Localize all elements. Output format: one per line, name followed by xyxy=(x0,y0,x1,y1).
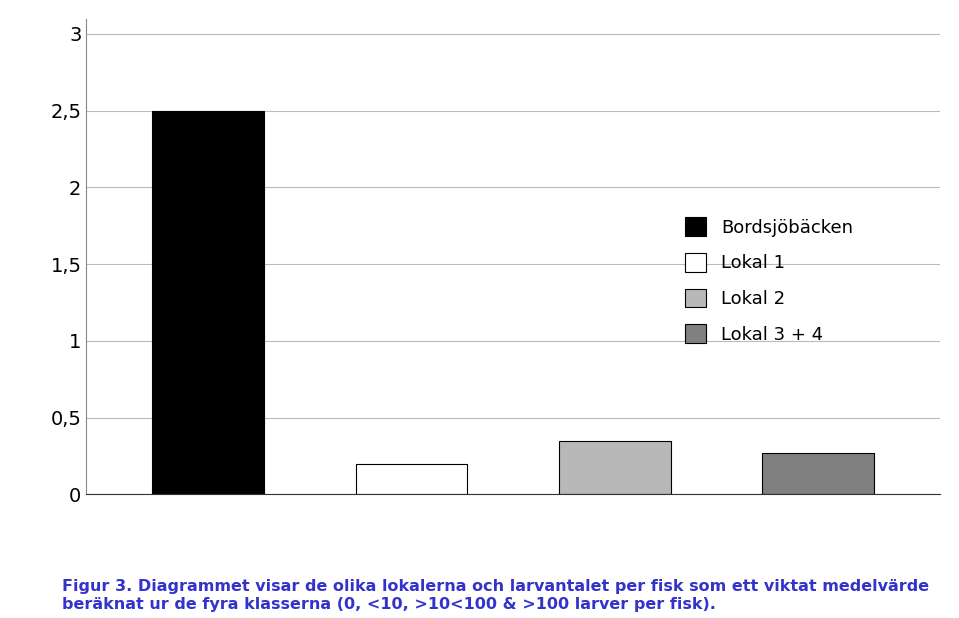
Bar xyxy=(559,441,670,494)
Bar xyxy=(152,111,264,494)
Bar xyxy=(762,453,874,494)
Legend: Bordsjöbäcken, Lokal 1, Lokal 2, Lokal 3 + 4: Bordsjöbäcken, Lokal 1, Lokal 2, Lokal 3… xyxy=(676,208,862,353)
Text: Figur 3. Diagrammet visar de olika lokalerna och larvantalet per fisk som ett vi: Figur 3. Diagrammet visar de olika lokal… xyxy=(62,580,929,612)
Bar xyxy=(356,464,467,494)
